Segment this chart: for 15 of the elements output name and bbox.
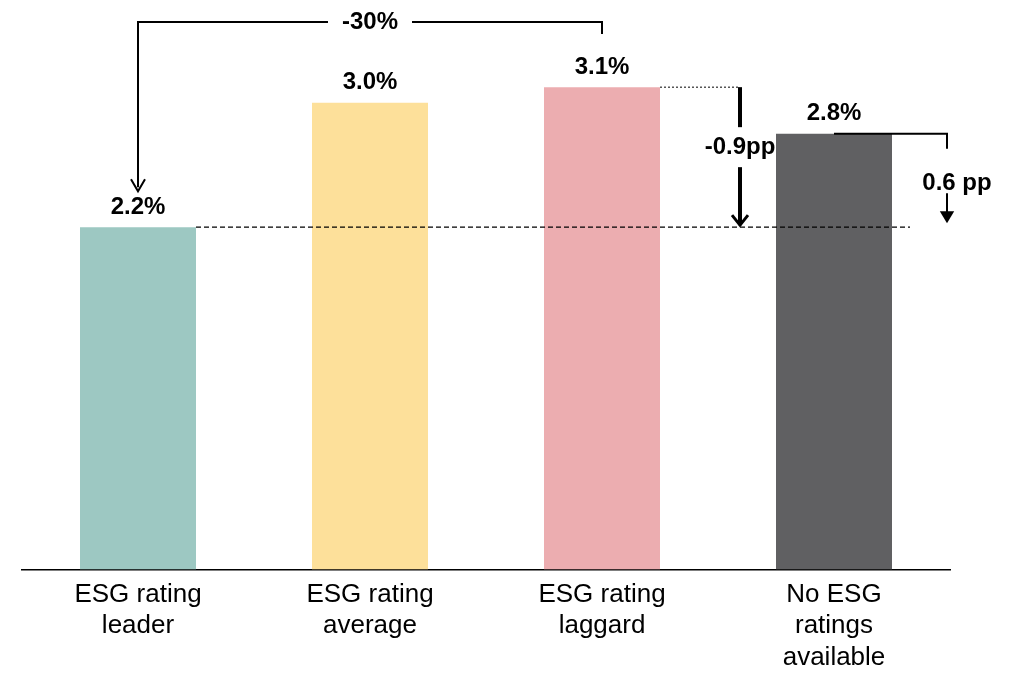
- bar: [776, 133, 892, 570]
- data-label: 3.1%: [574, 51, 630, 79]
- data-label: 2.2%: [110, 191, 166, 219]
- x-tick-label: ESG rating leader: [74, 578, 202, 640]
- data-label: 2.8%: [806, 98, 862, 126]
- annotation: -0.9pp: [704, 131, 776, 159]
- bar: [312, 102, 428, 570]
- text: -30%: [341, 6, 399, 34]
- annotation: 0.6 pp: [922, 168, 992, 196]
- bar: [80, 227, 196, 570]
- x-tick-label: ESG rating laggard: [538, 578, 666, 640]
- bar: [544, 87, 660, 570]
- data-label: 3.0%: [342, 67, 398, 95]
- x-tick-label: ESG rating average: [306, 578, 434, 640]
- x-tick-label: No ESG ratings available: [782, 578, 886, 671]
